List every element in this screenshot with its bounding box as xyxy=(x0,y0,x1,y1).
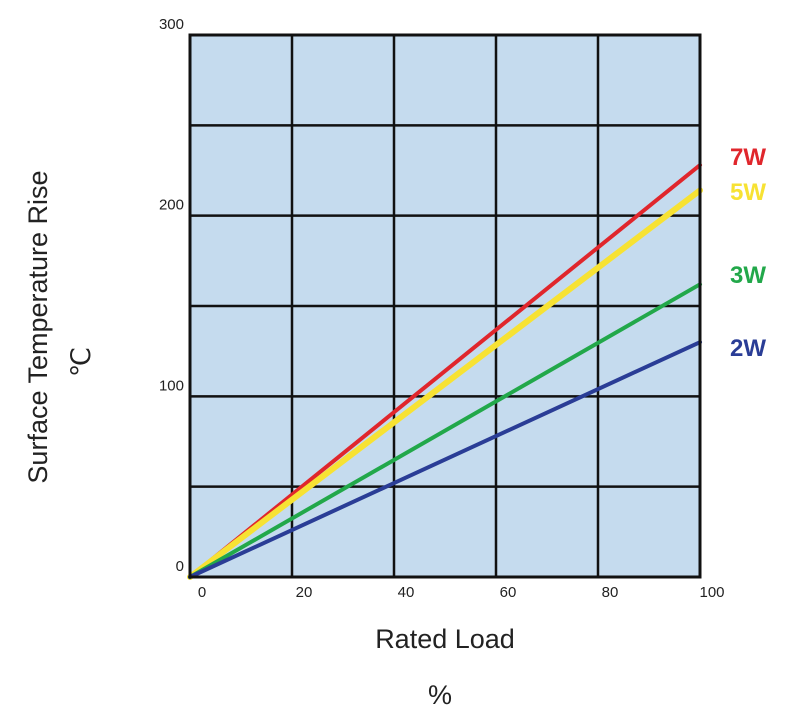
x-tick-label: 0 xyxy=(198,584,206,601)
x-tick-label: 60 xyxy=(500,584,517,601)
series-line-5w xyxy=(187,187,703,580)
y-tick-label: 0 xyxy=(176,558,184,575)
y-tick-labels: 0 100 200 300 xyxy=(159,16,184,575)
x-tick-label: 40 xyxy=(398,584,415,601)
series-label-7w: 7W xyxy=(730,144,766,171)
plot-border xyxy=(188,33,702,579)
grid xyxy=(190,35,700,577)
x-tick-labels: 0 20 40 60 80 100 xyxy=(198,584,725,601)
x-tick-label: 100 xyxy=(699,584,724,601)
y-tick-label: 200 xyxy=(159,197,184,214)
y-tick-label: 100 xyxy=(159,377,184,394)
series-line-3w xyxy=(188,282,702,579)
series-labels: 7W 5W 3W 2W xyxy=(730,144,766,362)
y-axis-title: Surface Temperature Rise xyxy=(23,170,53,483)
series-line-7w xyxy=(188,163,702,579)
x-axis-title: Rated Load xyxy=(375,624,515,654)
series-lines xyxy=(187,163,703,580)
y-axis-unit: ℃ xyxy=(66,347,96,377)
x-tick-label: 80 xyxy=(602,584,619,601)
series-label-2w: 2W xyxy=(730,335,766,362)
x-tick-label: 20 xyxy=(296,584,313,601)
series-label-5w: 5W xyxy=(730,179,766,206)
x-axis-unit: % xyxy=(428,680,452,710)
y-tick-label: 300 xyxy=(159,16,184,33)
series-line-2w xyxy=(188,340,702,579)
series-label-3w: 3W xyxy=(730,262,766,289)
